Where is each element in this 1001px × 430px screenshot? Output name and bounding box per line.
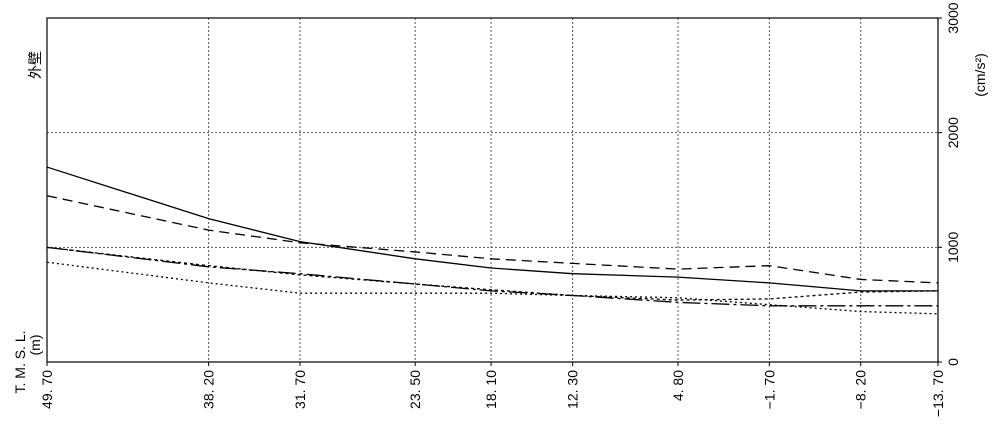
x-tick-label: 18. 10: [483, 370, 499, 409]
x-tick-label: −8. 20: [853, 370, 869, 410]
x-tick-labels: 49. 70 38. 20 31. 70 23. 50 18. 10 12. 30 4. 8…: [39, 362, 946, 417]
series-line-1: [46, 166, 938, 292]
y-tick-label: 1000: [945, 232, 961, 263]
x-tick-label: 38. 20: [201, 370, 217, 409]
x-axis-label: T. M. S. L.: [12, 330, 28, 393]
y-tick-labels: 0 1000 2000 3000: [938, 2, 961, 366]
x-axis-unit: (m): [27, 335, 43, 356]
plot-frame: [46, 17, 939, 363]
y-tick-label: 3000: [945, 2, 961, 33]
x-tick-label: −13. 70: [930, 370, 946, 417]
panel-label: 外壁: [27, 51, 43, 79]
series-line-5: [46, 261, 939, 315]
grid-lines: [47, 18, 938, 362]
series-line-2: [46, 195, 939, 284]
y-axis-label: (cm/s²): [972, 53, 988, 97]
series-layer: [46, 166, 939, 315]
x-tick-label: 31. 70: [292, 370, 308, 409]
x-tick-label: −1. 70: [761, 370, 777, 410]
y-tick-label: 0: [945, 358, 961, 366]
y-tick-label: 2000: [945, 117, 961, 148]
series-line-3: [46, 246, 938, 307]
series-line-4: [46, 246, 939, 301]
x-tick-label: 49. 70: [39, 370, 55, 409]
x-tick-label: 12. 30: [565, 370, 581, 409]
x-tick-label: 23. 50: [407, 370, 423, 409]
x-tick-label: 4. 80: [670, 370, 686, 401]
